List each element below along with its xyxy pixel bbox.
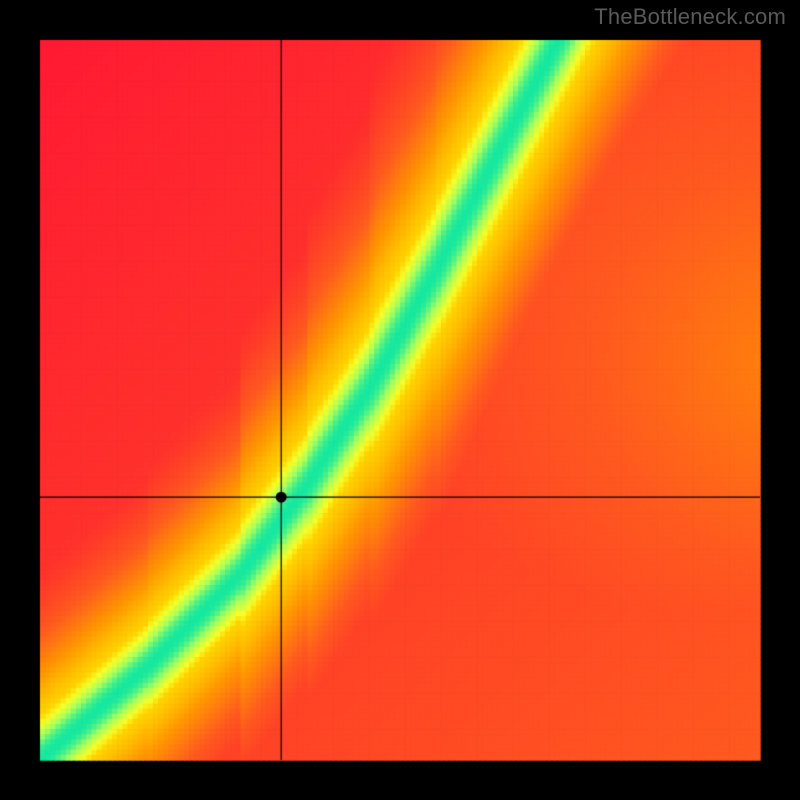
watermark-text: TheBottleneck.com bbox=[594, 4, 786, 30]
bottleneck-heatmap bbox=[0, 0, 800, 800]
